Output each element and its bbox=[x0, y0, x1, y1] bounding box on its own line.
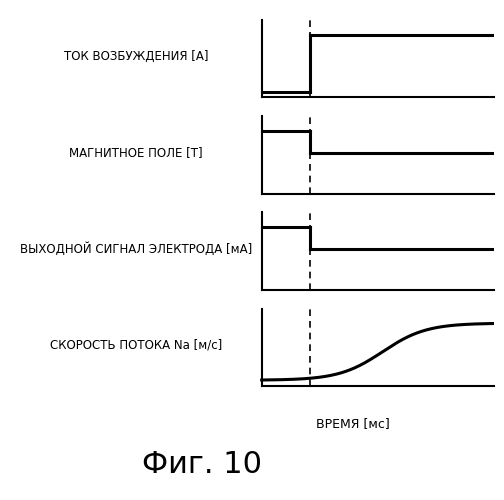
Text: СКОРОСТЬ ПОТОКА Na [м/с]: СКОРОСТЬ ПОТОКА Na [м/с] bbox=[50, 338, 222, 351]
Text: ВЫХОДНОЙ СИГНАЛ ЭЛЕКТРОДА [мА]: ВЫХОДНОЙ СИГНАЛ ЭЛЕКТРОДА [мА] bbox=[20, 242, 252, 256]
Text: ТОК ВОЗБУЖДЕНИЯ [А]: ТОК ВОЗБУЖДЕНИЯ [А] bbox=[64, 50, 208, 63]
Text: МАГНИТНОЕ ПОЛЕ [Т]: МАГНИТНОЕ ПОЛЕ [Т] bbox=[69, 146, 203, 160]
Text: Фиг. 10: Фиг. 10 bbox=[142, 450, 262, 479]
Text: ВРЕМЯ [мс]: ВРЕМЯ [мс] bbox=[316, 418, 390, 430]
